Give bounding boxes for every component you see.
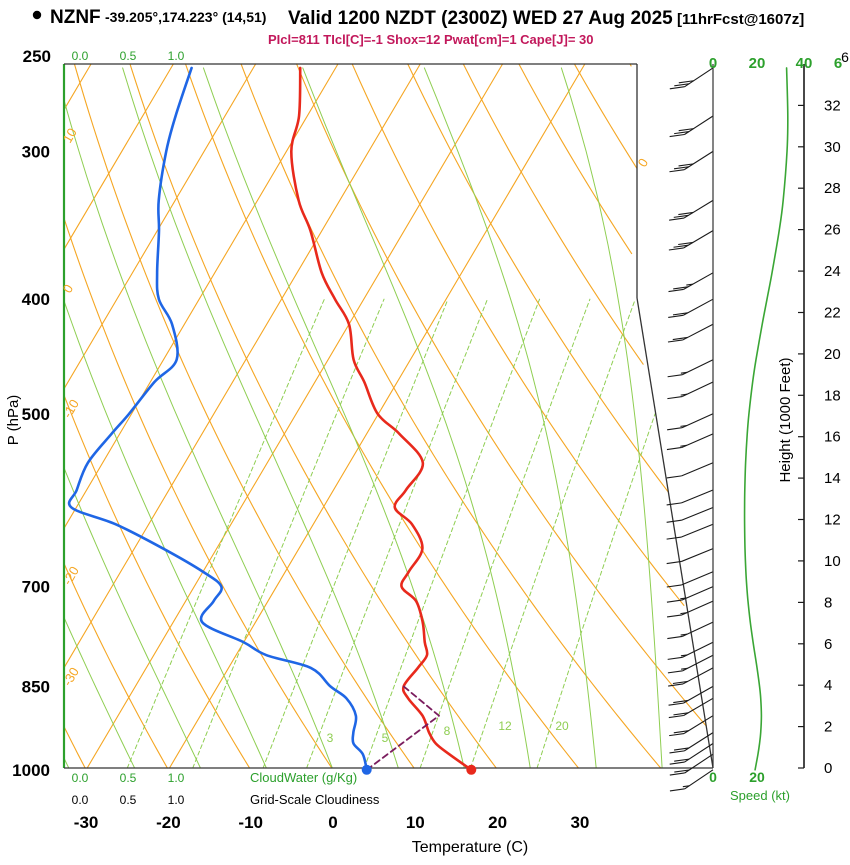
svg-text:Height (1000 Feet): Height (1000 Feet) [777,357,794,482]
svg-text:P (hPa): P (hPa) [5,395,22,446]
svg-text:-30: -30 [74,813,99,832]
svg-text:0.5: 0.5 [120,49,137,63]
svg-text:20: 20 [824,346,841,363]
svg-text:0: 0 [709,769,717,785]
svg-text:0.0: 0.0 [72,49,89,63]
svg-text:20: 20 [488,813,507,832]
svg-text:1.0: 1.0 [168,771,185,785]
svg-text:40: 40 [796,55,813,72]
svg-text:-20: -20 [156,813,181,832]
svg-text:NZNF: NZNF [50,7,101,28]
svg-text:850: 850 [22,677,50,696]
svg-text:8: 8 [444,724,451,738]
svg-text:12: 12 [498,719,512,733]
svg-text:4: 4 [824,677,832,694]
svg-text:-10: -10 [238,813,263,832]
svg-text:30: 30 [824,139,841,156]
svg-text:26: 26 [824,222,841,239]
svg-text:2: 2 [824,719,832,736]
svg-text:400: 400 [22,290,50,309]
svg-text:Speed (kt): Speed (kt) [730,788,790,803]
svg-text:0.0: 0.0 [72,771,89,785]
svg-text:-39.205°,174.223° (14,51): -39.205°,174.223° (14,51) [105,9,266,25]
svg-text:1000: 1000 [12,761,50,780]
svg-text:8: 8 [824,594,832,611]
svg-text:0.0: 0.0 [72,793,89,807]
svg-text:0.5: 0.5 [120,793,137,807]
svg-text:250: 250 [23,47,51,66]
svg-text:20: 20 [749,769,765,785]
svg-text:30: 30 [570,813,589,832]
svg-text:CloudWater (g/Kg): CloudWater (g/Kg) [250,770,357,785]
svg-text:20: 20 [555,719,569,733]
svg-text:Grid-Scale Cloudiness: Grid-Scale Cloudiness [250,792,380,807]
svg-text:500: 500 [22,405,50,424]
svg-text:18: 18 [824,387,841,404]
svg-text:22: 22 [824,304,841,321]
svg-text:0: 0 [709,55,717,72]
svg-text:14: 14 [824,470,841,487]
svg-text:12: 12 [824,512,841,529]
svg-text:1.0: 1.0 [168,793,185,807]
svg-text:0: 0 [824,760,832,777]
svg-text:16: 16 [824,429,841,446]
svg-text:Temperature (C): Temperature (C) [412,839,528,856]
svg-text:0.5: 0.5 [120,771,137,785]
svg-text:24: 24 [824,263,841,280]
svg-text:10: 10 [406,813,425,832]
svg-text:300: 300 [22,142,50,161]
svg-text:20: 20 [749,55,766,72]
svg-text:28: 28 [824,180,841,197]
svg-text:700: 700 [22,578,50,597]
svg-text:1.0: 1.0 [168,49,185,63]
svg-text:PIcl=811 TIcl[C]=-1 Shox=12 Pw: PIcl=811 TIcl[C]=-1 Shox=12 Pwat[cm]=1 C… [268,32,594,47]
svg-text:6: 6 [824,636,832,653]
svg-text:0: 0 [328,813,337,832]
svg-text:3: 3 [327,731,334,745]
svg-text:5: 5 [382,731,389,745]
svg-text:[11hrFcst@1607z]: [11hrFcst@1607z] [677,11,804,28]
svg-text:Valid 1200 NZDT (2300Z) WED 27: Valid 1200 NZDT (2300Z) WED 27 Aug 2025 [288,8,673,29]
svg-text:32: 32 [824,97,841,114]
svg-text:10: 10 [824,553,841,570]
svg-text:6: 6 [841,49,849,65]
